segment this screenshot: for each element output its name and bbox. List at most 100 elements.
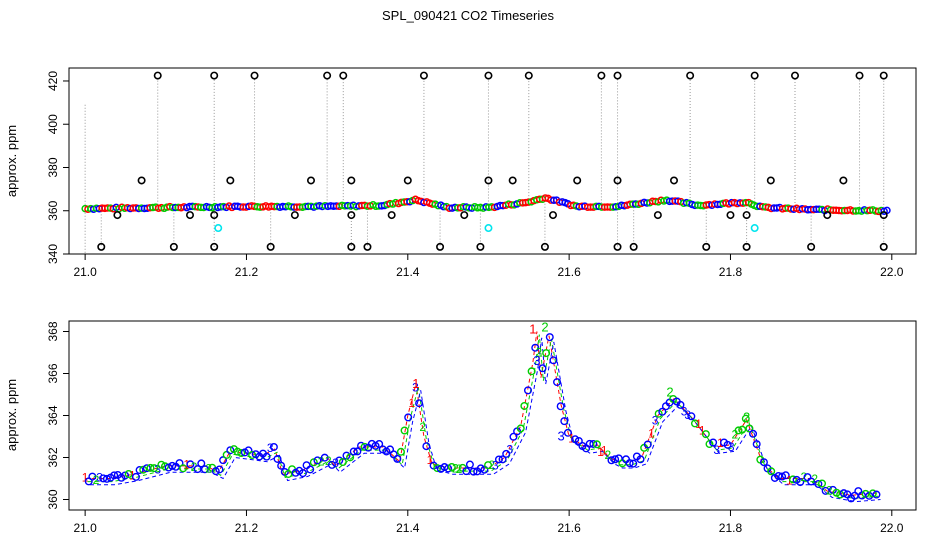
- outlier-point: [266, 242, 275, 251]
- filtered-data-point: [200, 465, 209, 474]
- filtered-data-point: [531, 343, 540, 352]
- filtered-data-point: [465, 460, 474, 469]
- outlier-point: [669, 176, 678, 185]
- filtered-data-point: [516, 424, 525, 433]
- filtered-data-point: [197, 459, 206, 468]
- outlier-point: [742, 211, 751, 220]
- filtered-data-point: [302, 461, 311, 470]
- filtered-data-point: [527, 367, 536, 376]
- filtered-data-point: [335, 456, 344, 465]
- raw-x-tick-label: 21.2: [235, 265, 259, 279]
- filtered-data-point: [135, 466, 144, 475]
- outlier-point: [879, 242, 888, 251]
- filtered-data-point: [872, 490, 881, 499]
- filtered-data-point: [484, 461, 493, 470]
- filtered-data-point: [854, 487, 863, 496]
- filtered-data-point: [563, 428, 572, 437]
- outlier-point: [290, 211, 299, 220]
- filtered-data-point: [738, 425, 747, 434]
- filtered-x-axis: 21.0 21.2 21.4 21.6 21.8 22.0: [73, 510, 904, 535]
- filtered-marker-label: 3: [728, 440, 735, 454]
- outlier-point: [97, 242, 106, 251]
- outlier-point: [210, 242, 219, 251]
- filtered-data-point: [509, 432, 518, 441]
- filtered-marker-label: 3: [412, 380, 419, 394]
- raw-y-tick-label: 360: [46, 200, 60, 220]
- filtered-marker-label: 3: [713, 443, 720, 457]
- filtered-data-point: [88, 472, 97, 481]
- filtered-x-tick-label: 21.0: [73, 521, 97, 535]
- filtered-marker-label: 1: [412, 376, 419, 391]
- filtered-data-point: [625, 459, 634, 468]
- filtered-data-point: [179, 464, 188, 473]
- filtered-data-point: [818, 479, 827, 488]
- filtered-marker-label: 2: [488, 458, 495, 472]
- outlier-point: [347, 211, 356, 220]
- filtered-data-point: [124, 470, 133, 479]
- raw-y-tick-label: 380: [46, 157, 60, 177]
- outlier-point: [476, 242, 485, 251]
- outlier-point: [686, 71, 695, 80]
- filtered-data-point: [629, 459, 638, 468]
- filtered-data-point: [320, 453, 329, 462]
- filtered-data-point: [542, 349, 551, 358]
- filtered-data-point: [444, 464, 453, 473]
- filtered-data-point: [346, 453, 355, 462]
- filtered-data-point: [248, 451, 257, 460]
- filtered-data-point: [262, 452, 271, 461]
- outlier-point: [573, 176, 582, 185]
- filtered-marker-label: 2: [811, 472, 818, 486]
- filtered-data-point: [745, 424, 754, 433]
- filtered-marker-label: 2: [318, 454, 325, 468]
- filtered-marker-label: 3: [681, 404, 688, 418]
- raw-y-tick-label: 400: [46, 114, 60, 134]
- filtered-data-point: [273, 454, 282, 463]
- filtered-data-point: [396, 447, 405, 456]
- filtered-marker-label: 2: [536, 346, 543, 360]
- filtered-data-point: [796, 478, 805, 487]
- filtered-data-point: [701, 430, 710, 439]
- filtered-y-tick-label: 364: [46, 405, 60, 425]
- filtered-data-point: [607, 456, 616, 465]
- filtered-data-point: [574, 437, 583, 446]
- filtered-marker-label: 3: [492, 459, 499, 473]
- outlier-point: [226, 176, 235, 185]
- filtered-data-point: [353, 447, 362, 456]
- filtered-data-point: [226, 446, 235, 455]
- filtered-data-point: [150, 464, 159, 473]
- filtered-data-point: [422, 442, 431, 451]
- filtered-data-point: [778, 472, 787, 481]
- filtered-data-point: [752, 440, 761, 449]
- filtered-data-point: [338, 458, 347, 467]
- filtered-data-point: [759, 458, 768, 467]
- filtered-x-tick-label: 21.4: [396, 521, 420, 535]
- outlier-point: [807, 242, 816, 251]
- filtered-data-point: [734, 426, 743, 435]
- filtered-data-point: [357, 441, 366, 450]
- filtered-data-point: [175, 459, 184, 468]
- outlier-point: [403, 176, 412, 185]
- filtered-marker-label: 3: [332, 456, 339, 470]
- outlier-point: [460, 211, 469, 220]
- filtered-data-point: [814, 480, 823, 489]
- filtered-marker-label: 1: [648, 427, 655, 441]
- raw-x-tick-label: 22.0: [880, 265, 904, 279]
- raw-x-tick-label: 21.8: [719, 265, 743, 279]
- outlier-point: [306, 176, 315, 185]
- filtered-series-line: [90, 337, 881, 503]
- filtered-data-point: [476, 464, 485, 473]
- filtered-data-point: [868, 489, 877, 498]
- filtered-data-point: [186, 460, 195, 469]
- filtered-marker-label: 1: [82, 470, 89, 484]
- filtered-data-point: [360, 442, 369, 451]
- filtered-y-axis-label: approx. ppm: [4, 379, 19, 451]
- filtered-data-point: [705, 440, 714, 449]
- filtered-data-point: [611, 455, 620, 464]
- filtered-data-point: [400, 426, 409, 435]
- filtered-marker-label: 1: [597, 445, 604, 459]
- filtered-data-point: [723, 440, 732, 449]
- filtered-data-point: [687, 412, 696, 421]
- filtered-data-point: [538, 364, 547, 373]
